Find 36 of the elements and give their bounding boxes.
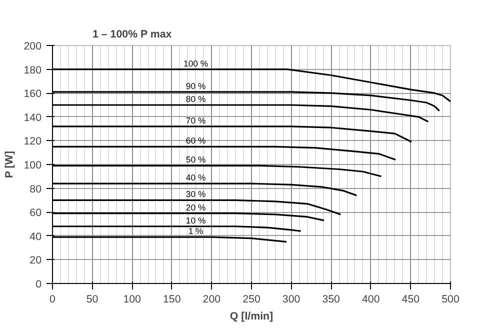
x-tick-label: 450	[402, 294, 420, 306]
series-label: 60 %	[186, 136, 206, 146]
chart-title: 1 – 100% P max	[92, 28, 172, 40]
series-label: 70 %	[186, 115, 206, 126]
y-tick-label: 0	[36, 278, 42, 290]
x-tick-label: 150	[163, 294, 181, 306]
series-label: 80 %	[186, 94, 206, 104]
y-tick-label: 100	[24, 160, 42, 172]
x-tick-label: 300	[282, 294, 300, 306]
y-tick-label: 160	[24, 88, 42, 100]
y-tick-label: 120	[24, 136, 42, 148]
series-label: 1 %	[188, 226, 204, 236]
y-tick-label: 20	[30, 254, 42, 267]
series-label: 50 %	[186, 154, 206, 165]
x-tick-label: 0	[50, 294, 56, 306]
series-label: 100 %	[184, 58, 208, 68]
y-tick-label: 200	[24, 40, 42, 52]
x-tick-label: 50	[86, 294, 98, 306]
series-label: 20 %	[186, 202, 206, 212]
y-tick-label: 180	[24, 64, 42, 76]
series-label: 90 %	[186, 80, 206, 91]
x-tick-label: 400	[362, 294, 380, 306]
x-tick-label: 500	[442, 294, 460, 306]
series-label: 40 %	[186, 172, 206, 183]
series-label: 10 %	[186, 215, 206, 226]
x-tick-label: 100	[123, 294, 142, 306]
y-tick-label: 60	[30, 207, 42, 220]
x-tick-label: 350	[322, 294, 340, 306]
x-tick-label: 250	[242, 294, 260, 306]
y-tick-label: 80	[30, 183, 42, 196]
x-axis-title: Q [l/min]	[230, 310, 274, 322]
y-axis-title: P [W]	[4, 151, 16, 178]
y-tick-label: 40	[30, 230, 42, 243]
x-tick-label: 200	[202, 294, 221, 306]
series-label: 30 %	[186, 189, 206, 200]
y-tick-label: 140	[24, 112, 42, 124]
